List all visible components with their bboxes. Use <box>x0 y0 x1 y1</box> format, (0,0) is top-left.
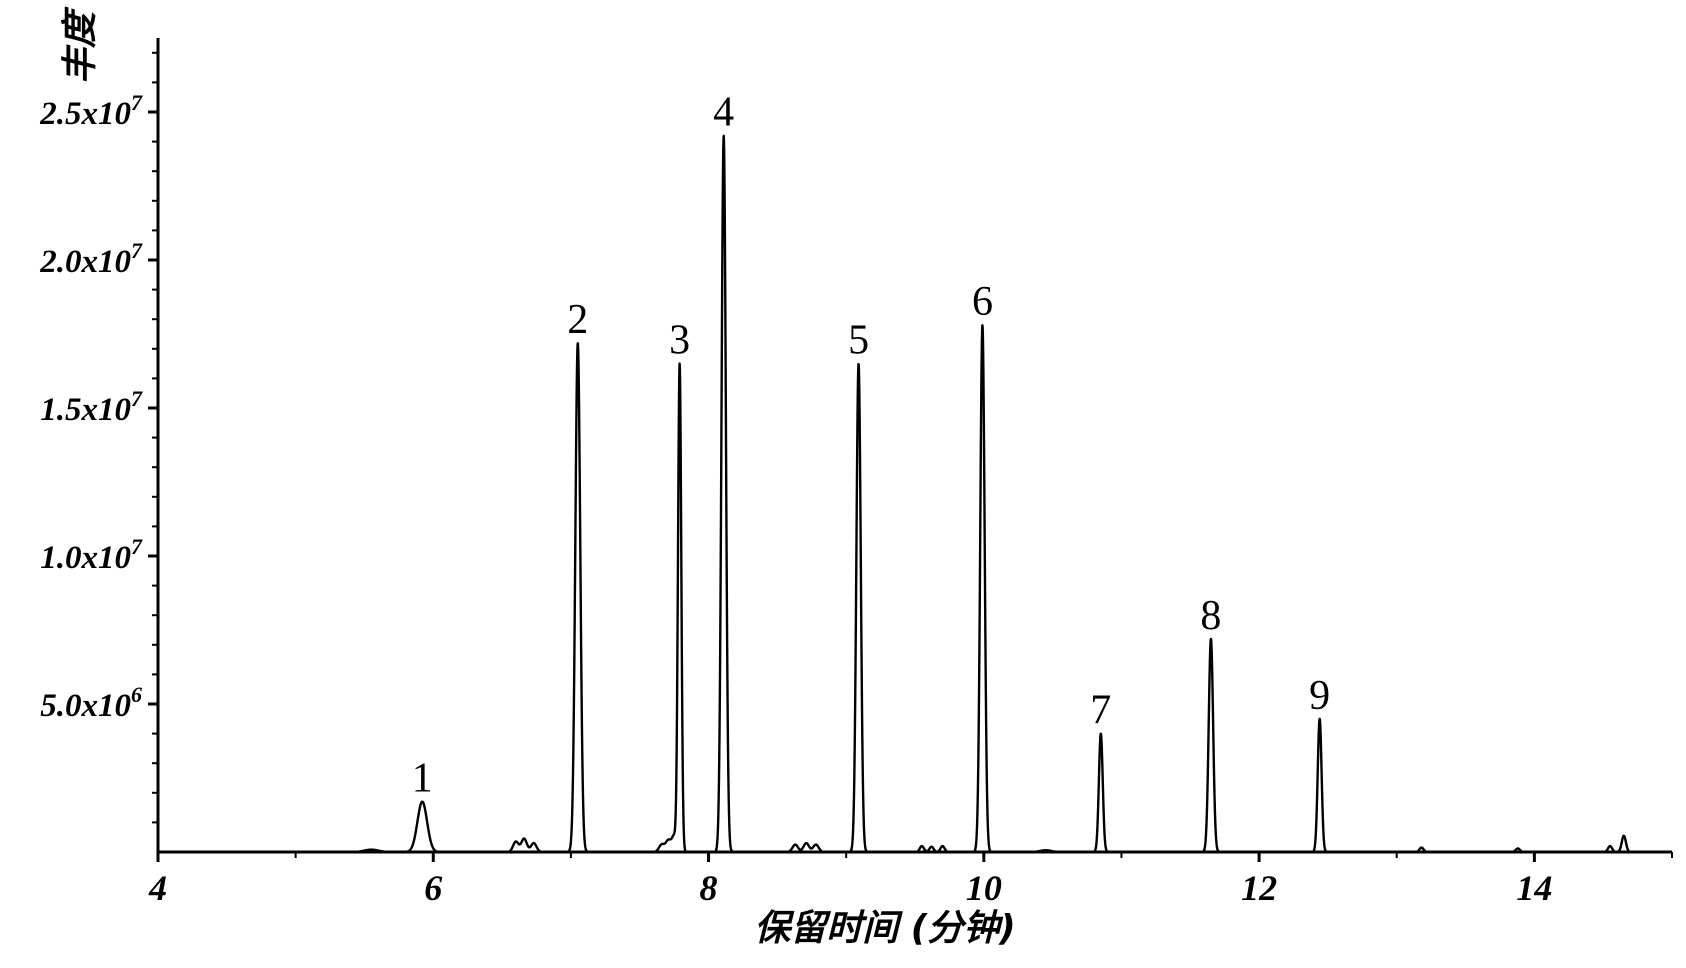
chromatogram-trace <box>157 134 1673 854</box>
peak-labels: 1 2 3 4 5 6 7 8 9 <box>412 90 1330 802</box>
x-tick-label: 12 <box>1241 868 1277 908</box>
peak-label-2: 2 <box>567 297 588 343</box>
x-tick-label: 6 <box>424 868 442 908</box>
y-tick-label: 2.0x107 <box>39 238 143 280</box>
x-tick-label: 8 <box>700 868 718 908</box>
x-tick-label: 10 <box>966 868 1002 908</box>
x-tick-label: 14 <box>1516 868 1552 908</box>
peak-label-3: 3 <box>669 318 690 364</box>
y-tick-label: 1.5x107 <box>40 386 143 428</box>
y-tick-label: 5.0x106 <box>40 682 142 724</box>
peak-label-6: 6 <box>972 279 993 325</box>
peak-label-8: 8 <box>1200 593 1221 639</box>
peak-label-4: 4 <box>713 90 734 136</box>
y-tick-label: 1.0x107 <box>40 534 143 576</box>
peak-label-1: 1 <box>412 756 433 802</box>
peak-label-7: 7 <box>1090 688 1111 734</box>
y-tick-label: 2.5x107 <box>39 90 143 132</box>
x-tick-label: 4 <box>148 868 167 908</box>
peak-label-9: 9 <box>1309 673 1330 719</box>
y-axis-title: 丰度 <box>60 6 101 84</box>
x-axis-title: 保留时间 (分钟) <box>754 908 1015 949</box>
peak-label-5: 5 <box>848 318 869 364</box>
signal-trace <box>157 134 1673 854</box>
axis-ticks: 4 6 8 10 12 145.0x1061.0x1071.5x1072.0x1072.5… <box>39 51 1673 908</box>
